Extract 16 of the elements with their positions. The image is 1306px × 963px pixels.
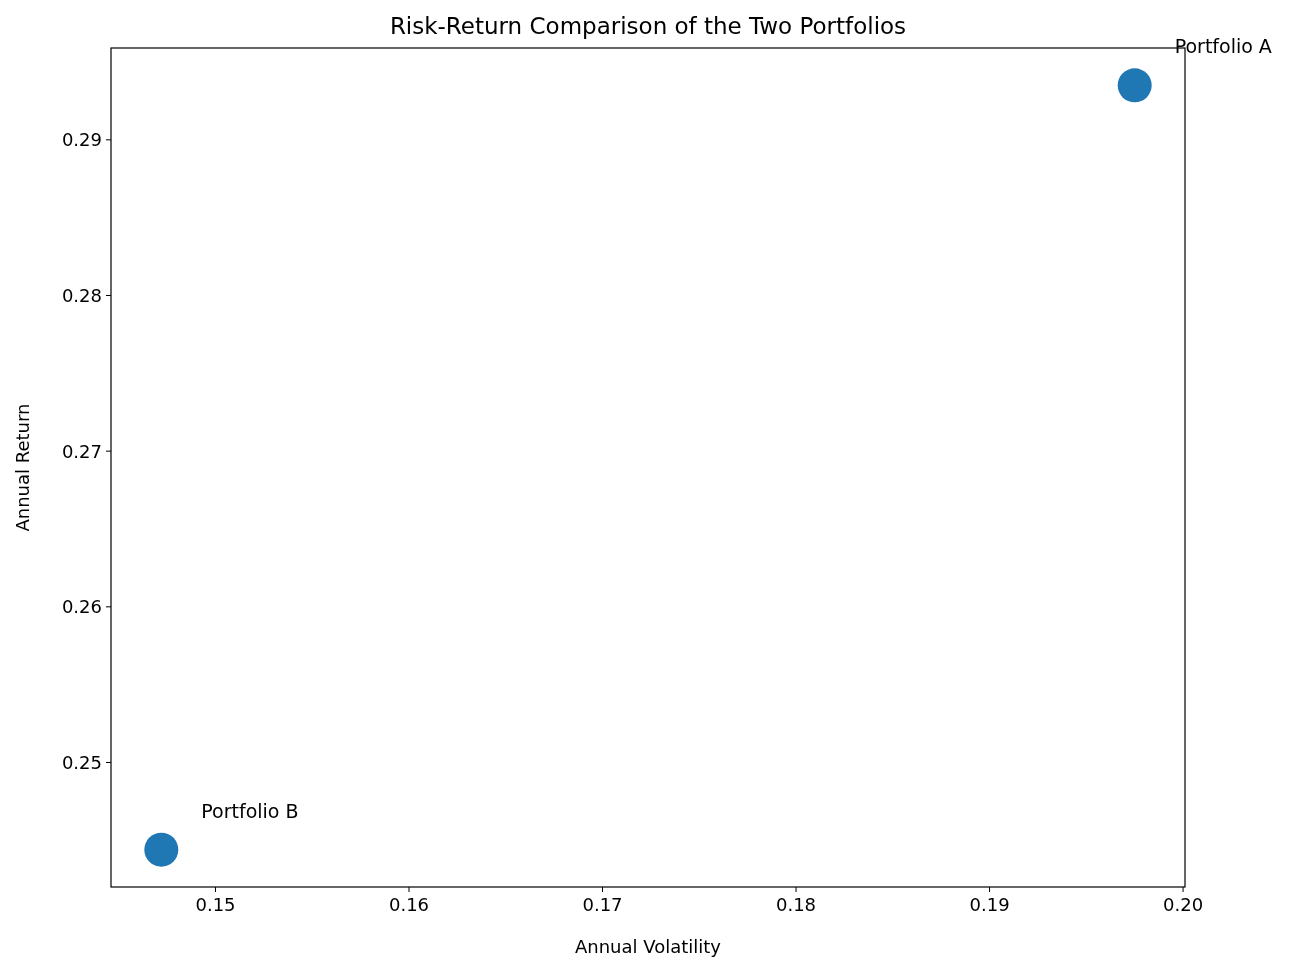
- annotation: Portfolio A: [1174, 35, 1272, 58]
- x-tick-label: 0.20: [1163, 894, 1204, 915]
- y-tick-label: 0.25: [61, 751, 102, 773]
- x-tick-label: 0.16: [388, 894, 430, 915]
- y-tick-label: 0.28: [61, 285, 102, 306]
- x-tick-label: 0.17: [582, 894, 623, 915]
- y-tick-label: 0.26: [61, 596, 102, 618]
- x-tick-label: 0.15: [195, 894, 236, 915]
- chart-title: Risk-Return Comparison of the Two Portfolios: [389, 13, 907, 39]
- y-tick-label: 0.27: [61, 440, 102, 462]
- y-tick-label: 0.29: [61, 129, 102, 151]
- annotation: Portfolio B: [201, 799, 299, 822]
- x-tick-label: 0.18: [776, 894, 817, 915]
- x-axis-title: Annual Volatility: [574, 936, 722, 957]
- x-tick-label: 0.19: [969, 894, 1010, 915]
- y-axis-title: Annual Return: [12, 403, 33, 532]
